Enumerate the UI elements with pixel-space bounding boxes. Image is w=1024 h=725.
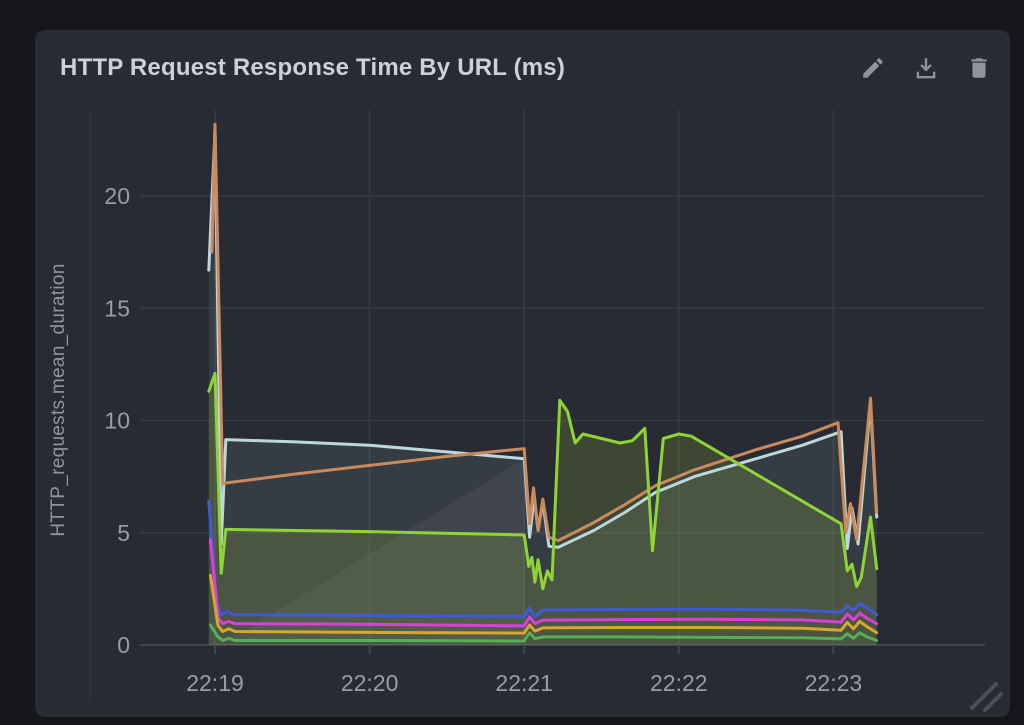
y-tick-label: 10 [104,408,130,434]
pencil-icon [860,55,886,81]
chart-panel: HTTP Request Response Time By URL (ms) [35,30,1010,717]
area-series-1-lightblue [208,130,877,645]
line-series-7-green [208,623,879,643]
edit-button[interactable] [859,55,886,82]
line-series-2-orange [210,122,879,543]
download-button[interactable] [912,55,939,82]
delete-button[interactable] [965,55,992,82]
line-series-3-lime [207,371,879,591]
axis-area-divider [89,108,91,702]
resize-grip-icon [966,682,1008,718]
x-tick-label: 22:20 [341,670,399,696]
panel-title: HTTP Request Response Time By URL (ms) [60,54,566,81]
panel-header: HTTP Request Response Time By URL (ms) [60,47,992,89]
line-series-5-magenta [208,538,879,628]
y-tick-label: 0 [117,632,130,658]
chart-canvas[interactable]: 0 5 10 15 20 22:19 22:20 22:21 22:22 22:23 [35,30,1010,717]
highlight-wedge [230,458,525,640]
area-series-3-lime [208,373,877,645]
panel-toolbar [859,55,992,82]
x-tick-label: 22:21 [495,670,553,696]
y-tick-label: 15 [104,295,130,321]
x-tick-label: 22:22 [650,670,708,696]
line-series-6-amber [208,573,879,635]
y-tick-label: 20 [104,183,130,209]
download-icon [913,55,939,81]
x-tick-label: 22:23 [805,670,863,696]
line-series-4-blue [207,499,879,619]
trash-icon [966,55,992,81]
x-tick-label: 22:19 [186,670,244,696]
y-tick-label: 5 [117,520,130,546]
resize-handle[interactable] [966,674,1008,714]
